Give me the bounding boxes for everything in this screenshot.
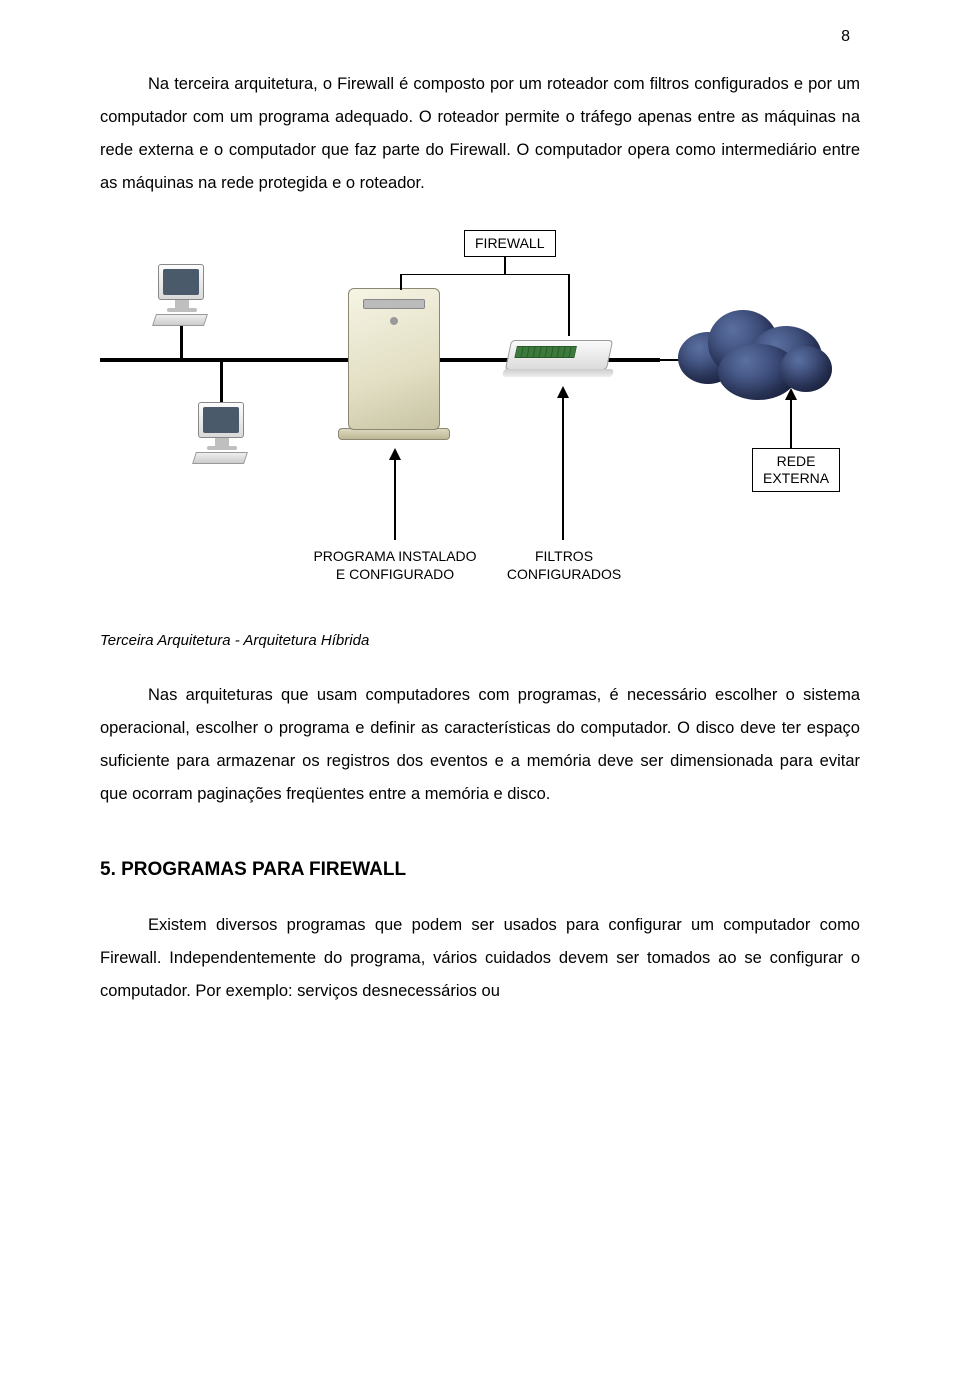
- cloud-icon: [670, 300, 840, 400]
- server-icon: [348, 288, 450, 440]
- rede-externa-l2: EXTERNA: [763, 470, 829, 486]
- programa-label: PROGRAMA INSTALADO E CONFIGURADO: [300, 548, 490, 583]
- rede-externa-box: REDE EXTERNA: [752, 448, 840, 492]
- rede-arrow-head: [785, 388, 797, 400]
- paragraph-1: Na terceira arquitetura, o Firewall é co…: [100, 68, 860, 200]
- programa-arrow-head: [389, 448, 401, 460]
- workstation-icon: [158, 264, 206, 326]
- programa-l2: E CONFIGURADO: [336, 566, 454, 582]
- stub-pc1: [180, 326, 183, 360]
- firewall-to-server: [400, 274, 402, 290]
- firewall-label-box: FIREWALL: [464, 230, 556, 257]
- stub-pc2: [220, 360, 223, 404]
- firewall-label: FIREWALL: [475, 235, 545, 251]
- filtros-arrow: [562, 396, 564, 540]
- network-diagram: FIREWALL REDE EXTERNA PROGRAMA INSTALADO…: [100, 230, 860, 620]
- rede-arrow: [790, 398, 792, 448]
- filtros-arrow-head: [557, 386, 569, 398]
- diagram-caption: Terceira Arquitetura - Arquitetura Híbri…: [100, 632, 860, 649]
- filtros-label: FILTROS CONFIGURADOS: [504, 548, 624, 583]
- page: 8 Na terceira arquitetura, o Firewall é …: [0, 0, 960, 1381]
- programa-l1: PROGRAMA INSTALADO: [313, 548, 476, 564]
- page-number: 8: [841, 28, 850, 46]
- section-heading: 5. PROGRAMAS PARA FIREWALL: [100, 859, 860, 881]
- firewall-connector-v: [504, 256, 506, 274]
- rede-externa-l1: REDE: [777, 453, 816, 469]
- workstation-icon: [198, 402, 246, 464]
- firewall-connector-h: [400, 274, 568, 275]
- paragraph-3: Existem diversos programas que podem ser…: [100, 909, 860, 1008]
- router-icon: [508, 340, 613, 377]
- firewall-to-router: [568, 274, 570, 336]
- paragraph-2: Nas arquiteturas que usam computadores c…: [100, 679, 860, 811]
- filtros-l1: FILTROS: [535, 548, 593, 564]
- filtros-l2: CONFIGURADOS: [507, 566, 621, 582]
- programa-arrow: [394, 458, 396, 540]
